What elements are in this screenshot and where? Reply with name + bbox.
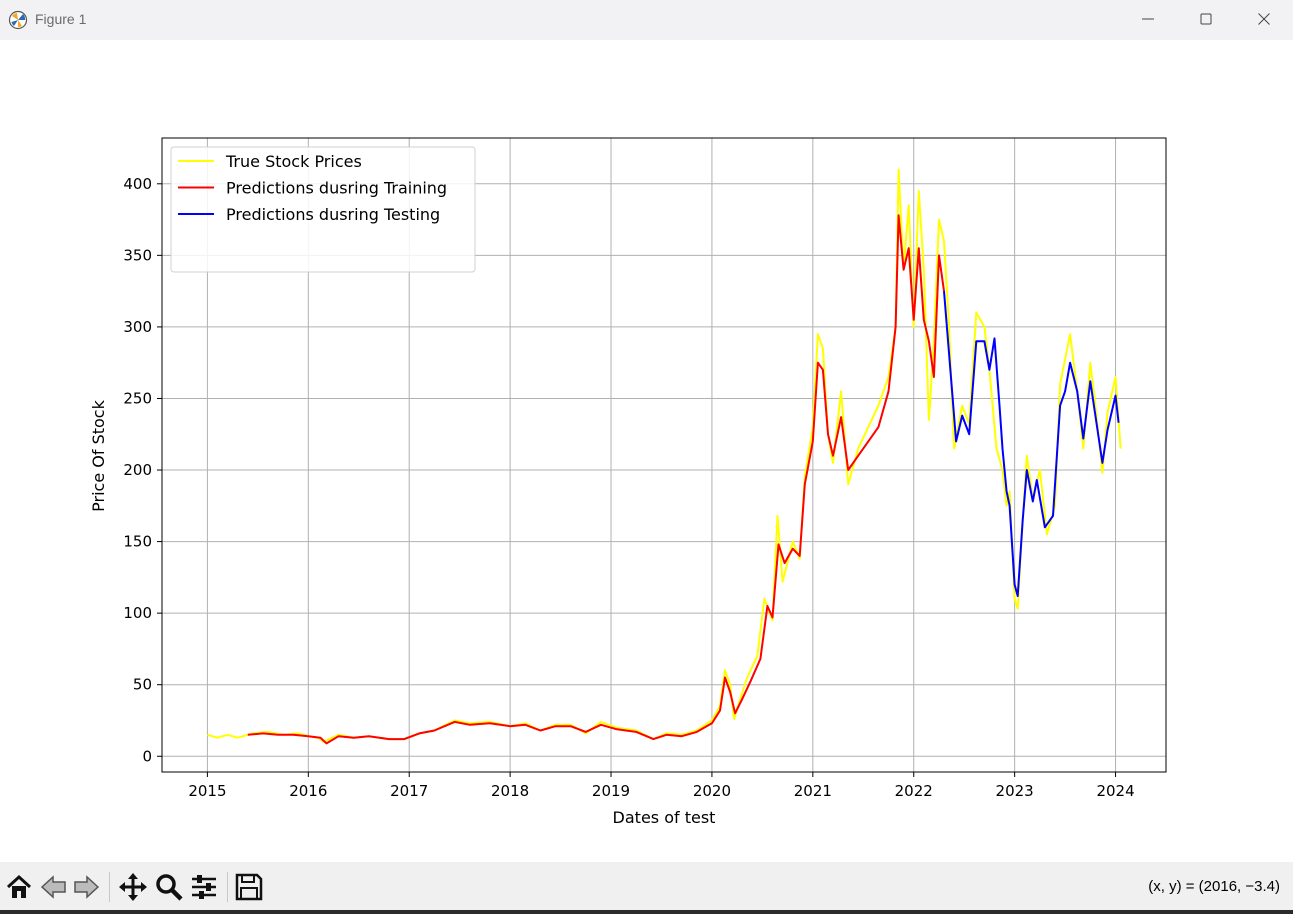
x-tick-label: 2015 [188, 782, 226, 800]
minimize-icon [1142, 18, 1154, 20]
back-icon [40, 875, 66, 899]
close-icon [1258, 13, 1270, 25]
x-tick-label: 2021 [794, 782, 832, 800]
configure-subplots-icon [192, 875, 216, 899]
y-tick-label: 250 [123, 389, 152, 407]
legend: True Stock Prices Predictions dusring Tra… [170, 146, 476, 273]
forward-button[interactable] [71, 872, 101, 902]
axes-frame [161, 137, 1167, 773]
configure-subplots-button[interactable] [189, 872, 219, 902]
window-bottom-border [0, 910, 1293, 914]
y-tick-label: 350 [123, 246, 152, 264]
x-tick-label: 2023 [996, 782, 1034, 800]
toolbar-separator [227, 872, 228, 902]
x-tick-label: 2022 [895, 782, 933, 800]
zoom-button[interactable] [154, 872, 184, 902]
legend-label: Predictions dusring Training [226, 179, 447, 198]
save-icon [235, 873, 263, 901]
home-button[interactable] [4, 872, 34, 902]
series-line-3 [943, 291, 1120, 597]
y-tick-label: 50 [133, 676, 152, 694]
series-line-2 [247, 214, 945, 745]
y-tick-label: 200 [123, 461, 152, 479]
y-tick-label: 150 [123, 533, 152, 551]
maximize-icon [1200, 13, 1212, 25]
x-tick-label: 2016 [289, 782, 327, 800]
x-axis: 2015 2016 2017 2018 2019 2020 2021 2022 2023 2024 [188, 772, 1135, 800]
cursor-coordinates: (x, y) = (2016, −3.4) [1148, 878, 1280, 895]
minimize-button[interactable] [1120, 0, 1178, 39]
figure-canvas[interactable]: 2015 2016 2017 2018 2019 2020 2021 2022 2023 2024… [0, 40, 1293, 862]
title-bar[interactable]: Figure 1 [0, 0, 1293, 40]
x-tick-label: 2018 [491, 782, 529, 800]
y-tick-label: 300 [123, 318, 152, 336]
x-axis-label: Dates of test [613, 808, 716, 827]
x-tick-label: 2019 [592, 782, 630, 800]
y-axis: 0 50 100 150 200 250 300 350 400 [123, 175, 162, 765]
window-title: Figure 1 [35, 11, 87, 27]
x-tick-label: 2017 [390, 782, 428, 800]
save-button[interactable] [234, 872, 264, 902]
zoom-icon [156, 874, 183, 901]
y-tick-label: 100 [123, 604, 152, 622]
x-tick-label: 2024 [1096, 782, 1134, 800]
matplotlib-logo-icon [8, 10, 28, 30]
home-icon [6, 874, 32, 898]
toolbar-separator [109, 872, 110, 902]
forward-icon [74, 875, 100, 899]
pan-icon [119, 873, 147, 901]
pan-button[interactable] [118, 872, 148, 902]
line-chart: 2015 2016 2017 2018 2019 2020 2021 2022 2023 2024… [89, 137, 1167, 827]
legend-label: True Stock Prices [225, 152, 362, 171]
x-tick-label: 2020 [693, 782, 731, 800]
close-button[interactable] [1236, 0, 1293, 39]
series-lines [207, 168, 1122, 745]
y-axis-label: Price Of Stock [89, 399, 108, 511]
navigation-toolbar: (x, y) = (2016, −3.4) [0, 862, 1293, 910]
legend-box [170, 146, 476, 273]
maximize-button[interactable] [1178, 0, 1236, 39]
back-button[interactable] [39, 872, 69, 902]
y-tick-label: 400 [123, 175, 152, 193]
y-tick-label: 0 [142, 747, 152, 765]
legend-label: Predictions dusring Testing [226, 205, 440, 224]
